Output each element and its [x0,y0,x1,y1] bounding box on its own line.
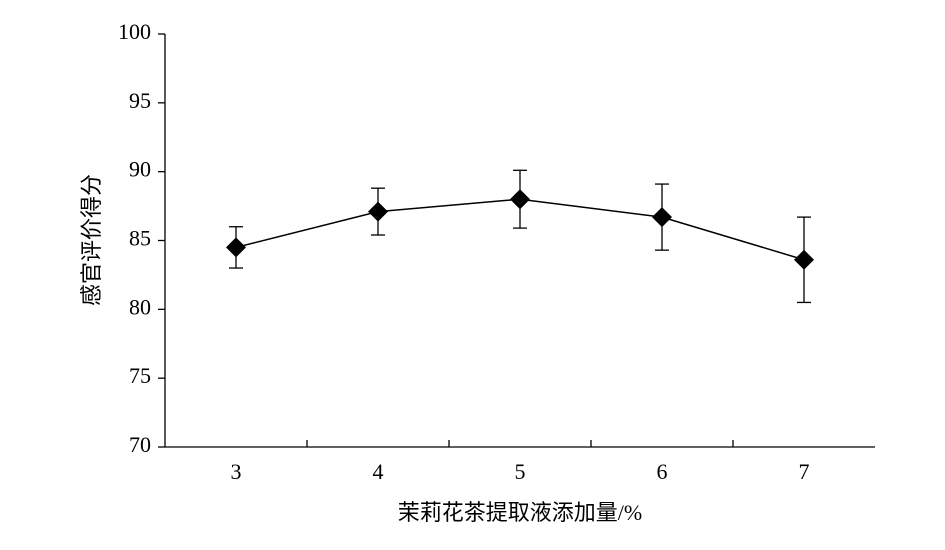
x-axis-label: 茉莉花茶提取液添加量/% [398,500,642,525]
x-tick-label: 3 [231,459,242,484]
marker [652,207,672,228]
marker [794,249,814,270]
y-tick-label: 80 [129,294,151,319]
x-tick-label: 6 [657,459,668,484]
marker [510,189,530,210]
y-tick-label: 100 [118,19,151,44]
x-tick-label: 5 [515,459,526,484]
y-tick-label: 70 [129,432,151,457]
marker [226,237,246,258]
y-axis-label: 感官评价得分 [79,174,104,306]
x-tick-label: 4 [373,459,384,484]
y-tick-label: 95 [129,88,151,113]
y-tick-label: 85 [129,226,151,251]
y-tick-label: 75 [129,363,151,388]
x-tick-label: 7 [799,459,810,484]
marker [368,201,388,222]
y-tick-label: 90 [129,157,151,182]
